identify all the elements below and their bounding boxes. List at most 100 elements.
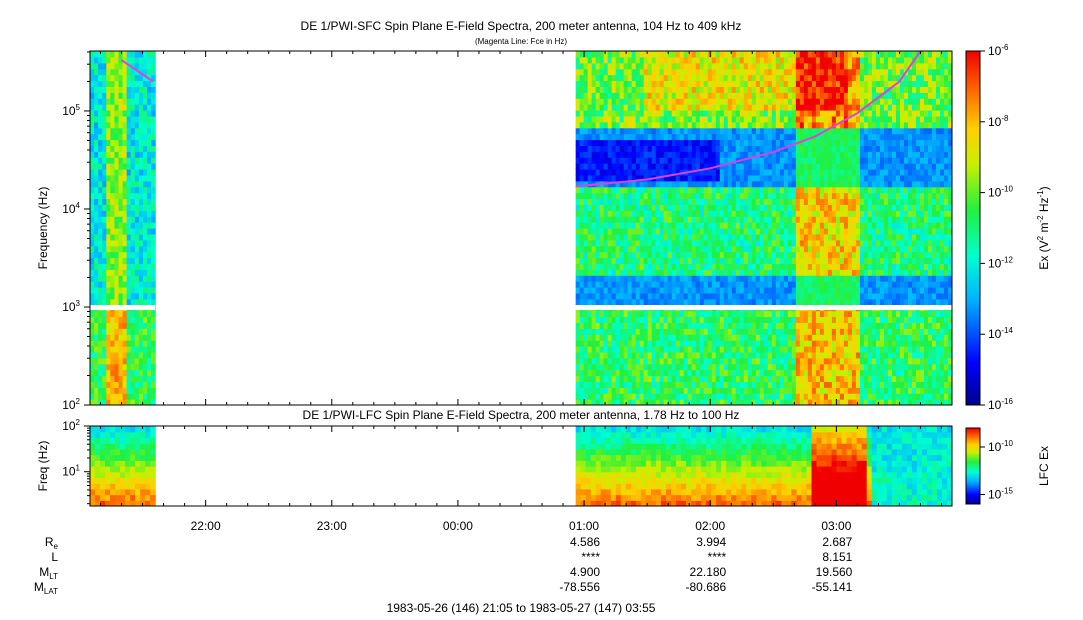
sfc-heatmap-cell [110, 239, 116, 247]
sfc-heatmap-cell [687, 92, 693, 99]
sfc-heatmap-cell [731, 169, 737, 176]
sfc-heatmap-cell [703, 334, 709, 341]
sfc-heatmap-cell [691, 369, 697, 377]
sfc-heatmap-cell [599, 257, 605, 264]
sfc-heatmap-cell [631, 269, 637, 276]
sfc-heatmap-cell [735, 98, 741, 105]
sfc-heatmap-cell [611, 239, 617, 247]
sfc-heatmap-cell [759, 298, 765, 306]
sfc-heatmap-cell [803, 204, 809, 211]
sfc-heatmap-cell [595, 387, 601, 394]
sfc-heatmap-cell [631, 204, 637, 211]
sfc-heatmap-cell [635, 228, 641, 235]
sfc-heatmap-cell [771, 263, 777, 270]
sfc-heatmap-cell [719, 363, 725, 371]
sfc-heatmap-cell [635, 68, 641, 76]
sfc-heatmap-cell [655, 298, 661, 306]
sfc-heatmap-cell [90, 62, 95, 70]
sfc-heatmap-cell [591, 204, 597, 211]
sfc-heatmap-cell [703, 92, 709, 99]
sfc-heatmap-cell [130, 340, 136, 347]
sfc-heatmap-cell [659, 80, 665, 87]
sfc-heatmap-cell [735, 298, 741, 306]
sfc-heatmap-cell [699, 393, 705, 400]
sfc-heatmap-cell [783, 51, 789, 58]
sfc-heatmap-cell [787, 110, 793, 117]
sfc-heatmap-cell [102, 121, 107, 129]
sfc-heatmap-cell [843, 363, 849, 371]
sfc-heatmap-cell [583, 104, 589, 111]
sfc-heatmap-cell [731, 210, 737, 217]
sfc-heatmap-cell [715, 269, 721, 276]
sfc-heatmap-cell [659, 68, 665, 76]
sfc-heatmap-cell [575, 169, 581, 176]
sfc-heatmap-cell [655, 86, 661, 93]
sfc-heatmap-cell [747, 310, 753, 318]
sfc-heatmap-cell [102, 369, 107, 377]
sfc-heatmap-cell [114, 174, 120, 182]
sfc-heatmap-cell [655, 245, 661, 253]
sfc-heatmap-cell [651, 269, 657, 276]
sfc-heatmap-cell [811, 375, 817, 382]
sfc-heatmap-cell [751, 68, 757, 76]
sfc-heatmap-cell [102, 251, 107, 259]
sfc-heatmap-cell [655, 292, 661, 300]
sfc-heatmap-cell [659, 56, 665, 64]
sfc-heatmap-cell [831, 269, 837, 276]
sfc-heatmap-cell [595, 239, 601, 247]
sfc-heatmap-cell [639, 281, 645, 288]
sfc-heatmap-cell [647, 98, 653, 105]
sfc-heatmap-cell [743, 121, 749, 129]
sfc-heatmap-cell [587, 340, 593, 347]
sfc-heatmap-cell [827, 210, 833, 217]
sfc-heatmap-cell [683, 257, 689, 264]
sfc-heatmap-cell [647, 281, 653, 288]
sfc-heatmap-cell [823, 298, 829, 306]
sfc-heatmap-cell [122, 68, 128, 76]
sfc-heatmap-cell [102, 310, 107, 318]
sfc-heatmap-cell [607, 92, 613, 99]
sfc-heatmap-cell [683, 233, 689, 241]
sfc-heatmap-cell [122, 80, 128, 87]
sfc-heatmap-cell [779, 86, 785, 93]
sfc-heatmap-cell [743, 292, 749, 300]
sfc-heatmap-cell [142, 381, 148, 388]
sfc-heatmap-cell [699, 56, 705, 64]
sfc-heatmap-cell [799, 139, 805, 146]
sfc-heatmap-cell [130, 151, 136, 158]
sfc-heatmap-cell [591, 239, 597, 247]
sfc-heatmap-cell [635, 145, 641, 152]
sfc-heatmap-cell [599, 216, 605, 223]
sfc-heatmap-cell [94, 86, 99, 93]
sfc-heatmap-cell [667, 198, 673, 205]
sfc-heatmap-cell [759, 169, 765, 176]
sfc-heatmap-cell [799, 310, 805, 318]
sfc-heatmap-cell [126, 186, 132, 194]
sfc-heatmap-cell [130, 56, 136, 64]
sfc-heatmap-cell [783, 263, 789, 270]
sfc-heatmap-cell [90, 110, 95, 117]
sfc-heatmap-cell [699, 51, 705, 58]
sfc-heatmap-cell [110, 363, 116, 371]
sfc-heatmap-cell [134, 74, 140, 82]
sfc-heatmap-cell [599, 381, 605, 388]
sfc-heatmap-cell [783, 357, 789, 365]
sfc-heatmap-cell [839, 340, 845, 347]
sfc-heatmap-cell [110, 257, 116, 264]
sfc-heatmap-cell [719, 180, 725, 188]
sfc-heatmap-cell [627, 169, 633, 176]
sfc-heatmap-cell [627, 198, 633, 205]
sfc-heatmap-cell [575, 263, 581, 270]
sfc-heatmap-cell [675, 198, 681, 205]
sfc-heatmap-cell [671, 310, 677, 318]
sfc-heatmap-cell [142, 316, 148, 323]
sfc-heatmap-cell [647, 387, 653, 394]
sfc-heatmap-cell [663, 298, 669, 306]
sfc-heatmap-cell [839, 192, 845, 200]
sfc-heatmap-cell [635, 104, 641, 111]
sfc-heatmap-cell [627, 251, 633, 259]
sfc-heatmap-cell [767, 104, 773, 111]
sfc-heatmap-cell [739, 381, 745, 388]
sfc-heatmap-cell [603, 92, 609, 99]
sfc-heatmap-cell [687, 104, 693, 111]
